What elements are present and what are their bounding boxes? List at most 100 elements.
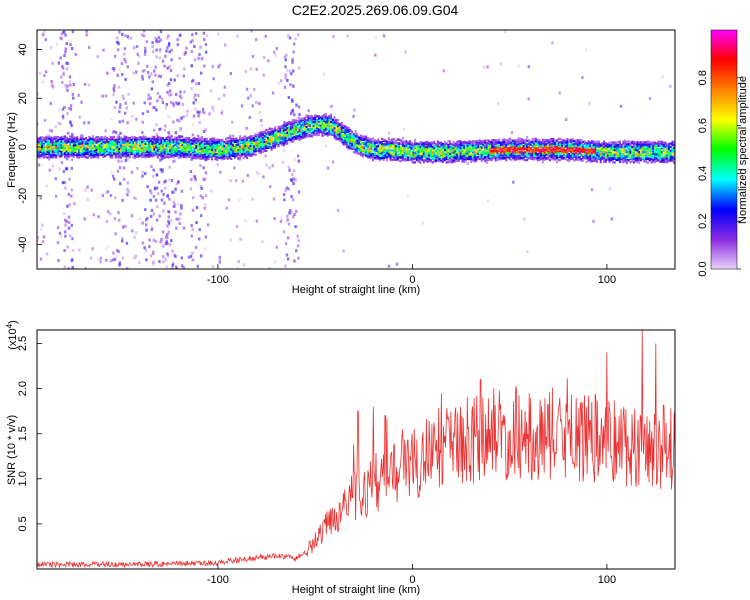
heatmap-cell — [519, 143, 522, 147]
heatmap-cell — [46, 156, 49, 159]
heatmap-cell — [452, 151, 455, 154]
heatmap-cell — [207, 157, 210, 160]
heatmap-cell — [468, 152, 471, 156]
heatmap-cell — [615, 148, 618, 152]
heatmap-cell — [498, 145, 501, 148]
heatmap-cell — [214, 152, 217, 156]
heatmap-cell — [533, 149, 536, 152]
heatmap-cell — [326, 118, 329, 121]
heatmap-cell — [93, 153, 96, 156]
heatmap-cell — [151, 154, 154, 157]
heatmap-cell — [449, 149, 452, 152]
heatmap-cell — [114, 156, 117, 159]
heatmap-cell — [104, 135, 107, 139]
heatmap-cell — [317, 124, 320, 127]
heatmap-cell — [527, 156, 530, 160]
heatmap-cell — [223, 150, 226, 153]
heatmap-cell — [158, 214, 161, 218]
heatmap-cell — [114, 143, 117, 146]
heatmap-cell — [204, 171, 208, 175]
heatmap-cell — [445, 146, 448, 150]
heatmap-cell — [408, 158, 411, 161]
heatmap-cell — [548, 152, 551, 155]
heatmap-cell — [443, 156, 446, 159]
heatmap-cell — [57, 139, 60, 142]
heatmap-cell — [457, 158, 460, 161]
heatmap-cell — [235, 179, 238, 183]
heatmap-cell — [559, 142, 562, 145]
heatmap-cell — [197, 93, 200, 97]
heatmap-cell — [389, 145, 392, 148]
heatmap-cell — [307, 115, 310, 118]
heatmap-cell — [176, 139, 179, 143]
heatmap-cell — [296, 123, 299, 126]
heatmap-cell — [344, 131, 347, 135]
heatmap-cell — [386, 147, 389, 150]
heatmap-cell — [286, 131, 289, 135]
heatmap-cell — [324, 129, 327, 132]
heatmap-cell — [307, 122, 310, 125]
heatmap-cell — [66, 204, 69, 208]
heatmap-cell — [659, 160, 662, 164]
heatmap-cell — [515, 154, 518, 158]
heatmap-cell — [601, 144, 604, 147]
heatmap-cell — [272, 141, 275, 145]
heatmap-cell — [522, 158, 525, 161]
heatmap-cell — [653, 146, 656, 149]
heatmap-cell — [517, 139, 520, 142]
heatmap-cell — [253, 139, 256, 142]
heatmap-cell — [170, 101, 173, 105]
heatmap-cell — [203, 37, 206, 41]
heatmap-cell — [354, 145, 357, 149]
heatmap-cell — [279, 138, 282, 141]
heatmap-cell — [603, 145, 606, 148]
heatmap-cell — [48, 168, 51, 172]
heatmap-cell — [347, 140, 350, 143]
heatmap-cell — [251, 144, 254, 147]
heatmap-cell — [249, 151, 252, 154]
heatmap-cell — [639, 157, 642, 160]
heatmap-cell — [274, 126, 277, 129]
heatmap-cell — [461, 156, 464, 160]
heatmap-cell — [405, 142, 408, 145]
heatmap-cell — [489, 147, 492, 151]
heatmap-cell — [203, 111, 206, 115]
heatmap-cell — [398, 145, 401, 148]
heatmap-cell — [596, 144, 599, 147]
heatmap-cell — [520, 151, 523, 155]
heatmap-cell — [188, 145, 191, 149]
heatmap-cell — [167, 131, 170, 135]
heatmap-cell — [62, 137, 65, 141]
heatmap-cell — [64, 47, 67, 51]
heatmap-cell — [152, 212, 156, 216]
heatmap-cell — [641, 147, 644, 150]
heatmap-cell — [443, 152, 446, 156]
heatmap-cell — [466, 157, 469, 161]
heatmap-cell — [505, 152, 508, 155]
heatmap-cell — [48, 151, 51, 154]
heatmap-cell — [401, 158, 404, 161]
heatmap-cell — [375, 35, 378, 39]
heatmap-cell — [576, 147, 579, 150]
heatmap-cell — [470, 143, 473, 147]
heatmap-cell — [415, 153, 418, 156]
heatmap-cell — [541, 154, 544, 157]
heatmap-cell — [445, 161, 448, 164]
heatmap-cell — [450, 158, 453, 162]
heatmap-cell — [491, 141, 494, 144]
heatmap-cell — [450, 148, 453, 151]
heatmap-cell — [115, 100, 118, 104]
heatmap-cell — [91, 247, 94, 251]
heatmap-cell — [247, 148, 250, 152]
heatmap-cell — [51, 151, 54, 154]
heatmap-cell — [583, 156, 586, 160]
heatmap-cell — [541, 138, 544, 142]
heatmap-cell — [162, 260, 165, 264]
heatmap-cell — [130, 135, 133, 139]
heatmap-cell — [168, 89, 172, 93]
heatmap-cell — [191, 144, 194, 148]
heatmap-cell — [610, 145, 613, 148]
heatmap-cell — [63, 180, 66, 184]
heatmap-cell — [83, 138, 86, 141]
heatmap-cell — [92, 152, 95, 155]
